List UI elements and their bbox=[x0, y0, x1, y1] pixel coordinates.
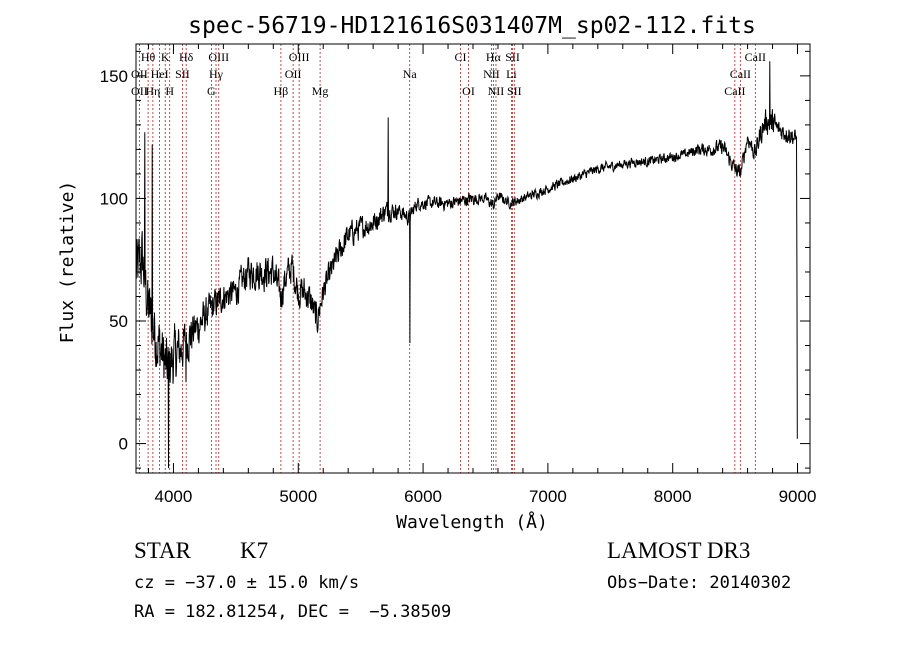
y-tick-label: 0 bbox=[119, 435, 128, 454]
x-tick-label: 9000 bbox=[779, 487, 817, 506]
y-axis-label: Flux (relative) bbox=[57, 181, 78, 344]
line-label: G bbox=[207, 84, 216, 98]
line-label: Hγ bbox=[209, 67, 224, 81]
redshift-velocity: cz = −37.0 ± 15.0 km/s bbox=[134, 573, 360, 593]
line-label: Hα bbox=[486, 50, 502, 64]
x-tick-label: 8000 bbox=[654, 487, 692, 506]
line-label: NII bbox=[488, 84, 505, 98]
line-label: Hθ bbox=[141, 50, 156, 64]
line-label: CaII bbox=[724, 84, 745, 98]
line-label: Hβ bbox=[274, 84, 289, 98]
x-tick-label: 7000 bbox=[529, 487, 567, 506]
line-label: NII bbox=[483, 67, 500, 81]
emission-line-markers bbox=[138, 44, 756, 473]
observation-date: Obs−Date: 20140302 bbox=[607, 573, 792, 593]
y-tick-label: 150 bbox=[100, 67, 128, 86]
coordinates: RA = 182.81254, DEC = −5.38509 bbox=[134, 602, 452, 622]
y-tick-label: 100 bbox=[100, 189, 128, 208]
line-label: SII bbox=[507, 84, 522, 98]
line-label: SII bbox=[175, 67, 190, 81]
line-label: OI bbox=[462, 84, 475, 98]
line-label: OII bbox=[131, 67, 148, 81]
line-label: OII bbox=[131, 84, 148, 98]
object-class: STAR bbox=[134, 538, 191, 563]
plot-frame bbox=[135, 43, 811, 474]
line-label: K bbox=[161, 50, 170, 64]
line-label: OII bbox=[285, 67, 302, 81]
line-label: Hδ bbox=[179, 50, 194, 64]
x-tick-label: 6000 bbox=[404, 487, 442, 506]
x-axis-label: Wavelength (Å) bbox=[396, 511, 548, 533]
chart-title: spec-56719-HD121616S031407M_sp02-112.fit… bbox=[188, 13, 756, 39]
line-label: Li bbox=[506, 67, 517, 81]
object-subclass: K7 bbox=[240, 538, 269, 563]
spectrum-line bbox=[135, 61, 798, 469]
line-label: Mg bbox=[312, 84, 329, 98]
line-label: HeI bbox=[151, 67, 169, 81]
spectrum-plot: spec-56719-HD121616S031407M_sp02-112.fit… bbox=[57, 13, 817, 533]
line-label: Hη bbox=[145, 84, 160, 98]
y-tick-label: 50 bbox=[109, 312, 128, 331]
survey-name: LAMOST DR3 bbox=[607, 538, 751, 563]
x-tick-label: 4000 bbox=[155, 487, 193, 506]
line-label: H bbox=[165, 84, 174, 98]
axis-ticks bbox=[136, 44, 810, 473]
line-label: SII bbox=[505, 50, 520, 64]
line-label: OIII bbox=[208, 50, 229, 64]
line-label: OIII bbox=[289, 50, 310, 64]
x-tick-labels: 4000 5000 6000 7000 8000 9000 bbox=[155, 487, 817, 506]
x-tick-label: 5000 bbox=[279, 487, 317, 506]
line-label: CaII bbox=[745, 50, 766, 64]
line-label: Na bbox=[403, 67, 418, 81]
y-tick-labels: 0 50 100 150 bbox=[100, 67, 128, 454]
line-label: CI bbox=[455, 50, 467, 64]
line-label: CaII bbox=[730, 67, 751, 81]
